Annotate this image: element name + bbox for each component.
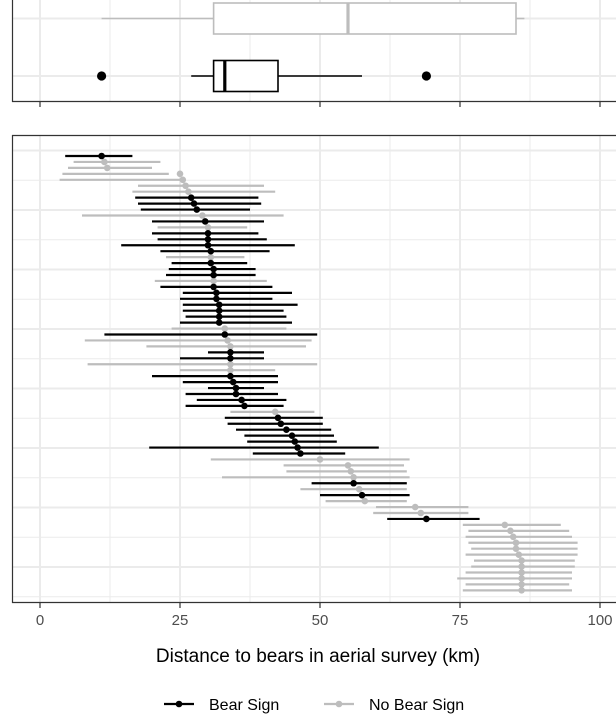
estimate-series (59, 152, 578, 594)
point-bear-sign (193, 206, 201, 213)
point-no-bear-sign (227, 343, 234, 350)
point-no-bear-sign (224, 337, 231, 344)
legend-label-bear-sign: Bear Sign (209, 697, 279, 714)
point-no-bear-sign (518, 575, 525, 582)
point-no-bear-sign (515, 551, 523, 558)
legend-item-no-bear-sign: No Bear Sign (324, 697, 464, 714)
point-bear-sign (204, 230, 212, 237)
point-bear-sign (227, 372, 234, 380)
point-bear-sign (350, 479, 357, 487)
x-tick-label: 0 (36, 612, 44, 629)
boxplot-panel (11, 0, 616, 107)
point-no-bear-sign (518, 587, 525, 594)
point-bear-sign (210, 271, 217, 279)
point-bear-sign (190, 200, 198, 207)
point-no-bear-sign (207, 253, 215, 261)
point-no-bear-sign (518, 557, 525, 564)
point-bear-sign (187, 194, 195, 201)
point-no-bear-sign (271, 408, 279, 416)
x-tick-label: 50 (312, 612, 329, 629)
point-bear-sign (215, 313, 223, 320)
estimate-panel-background (12, 135, 616, 603)
point-bear-sign (283, 426, 290, 434)
legend-key-bear-sign-point (175, 700, 183, 708)
point-no-bear-sign (204, 224, 212, 231)
x-tick-label: 75 (452, 612, 469, 629)
point-no-bear-sign (182, 182, 189, 190)
point-bear-sign (297, 450, 304, 457)
point-no-bear-sign (344, 462, 352, 469)
point-no-bear-sign (227, 360, 234, 368)
x-tick-label: 100 (587, 612, 612, 629)
legend-key-no-bear-sign-point (335, 700, 343, 708)
point-bear-sign (241, 402, 248, 410)
point-bear-sign (201, 218, 209, 225)
point-no-bear-sign (411, 503, 419, 511)
point-bear-sign (221, 331, 229, 338)
point-no-bear-sign (176, 170, 184, 178)
boxplots (97, 2, 525, 93)
boxplot-outlier-bear-sign (421, 71, 431, 81)
point-bear-sign (227, 355, 234, 362)
point-bear-sign (227, 349, 234, 356)
boxplot-outlier-bear-sign (97, 71, 107, 81)
point-bear-sign (232, 384, 240, 392)
boxplot-box-no-bear-sign (212, 2, 517, 35)
point-no-bear-sign (316, 456, 324, 463)
point-bear-sign (207, 259, 215, 267)
estimate-gridlines (12, 136, 616, 602)
point-bear-sign (215, 301, 223, 309)
point-bear-sign (213, 295, 220, 303)
point-no-bear-sign (507, 527, 514, 535)
point-bear-sign (210, 265, 217, 273)
point-no-bear-sign (101, 158, 108, 166)
point-no-bear-sign (355, 485, 363, 493)
point-no-bear-sign (103, 164, 111, 172)
point-no-bear-sign (417, 509, 425, 517)
legend-label-no-bear-sign: No Bear Sign (369, 697, 464, 714)
point-bear-sign (277, 420, 285, 428)
point-bear-sign (358, 491, 366, 499)
point-no-bear-sign (512, 545, 520, 552)
point-no-bear-sign (199, 212, 206, 219)
point-bear-sign (207, 247, 215, 255)
x-tick-label: 25 (172, 612, 189, 629)
point-bear-sign (98, 152, 105, 160)
point-no-bear-sign (350, 474, 357, 481)
point-bear-sign (213, 289, 220, 297)
point-no-bear-sign (361, 497, 369, 505)
point-bear-sign (423, 515, 430, 523)
point-bear-sign (204, 241, 212, 249)
legend: Bear Sign No Bear Sign (164, 697, 464, 714)
point-no-bear-sign (512, 539, 520, 547)
point-bear-sign (229, 378, 237, 386)
point-bear-sign (232, 390, 240, 398)
point-no-bear-sign (501, 521, 509, 529)
point-bear-sign (215, 319, 223, 326)
x-axis: 0 25 50 75 100 (36, 603, 613, 629)
point-bear-sign (210, 283, 217, 291)
point-no-bear-sign (518, 563, 525, 570)
estimate-panel: 0 25 50 75 100 (11, 134, 616, 629)
point-no-bear-sign (518, 569, 525, 576)
x-axis-title: Distance to bears in aerial survey (km) (156, 646, 480, 667)
point-no-bear-sign (185, 188, 192, 195)
point-no-bear-sign (210, 277, 217, 285)
point-no-bear-sign (221, 325, 229, 332)
point-bear-sign (238, 396, 245, 404)
boxplot-x-ticks (39, 102, 601, 107)
point-bear-sign (294, 444, 301, 451)
point-no-bear-sign (509, 533, 517, 541)
point-no-bear-sign (179, 176, 187, 184)
point-no-bear-sign (518, 581, 525, 588)
point-bear-sign (288, 432, 296, 439)
legend-item-bear-sign: Bear Sign (164, 697, 279, 714)
point-bear-sign (291, 438, 299, 445)
point-no-bear-sign (227, 366, 234, 374)
point-no-bear-sign (347, 468, 355, 475)
point-bear-sign (274, 414, 282, 422)
point-bear-sign (215, 307, 223, 315)
point-bear-sign (204, 236, 212, 243)
